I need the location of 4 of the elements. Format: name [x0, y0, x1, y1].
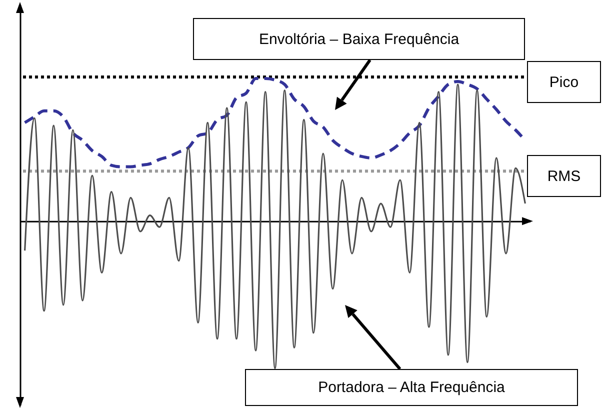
ref-line-label: RMS — [527, 155, 601, 197]
ref-line-label: Pico — [527, 61, 601, 103]
text: Portadora – Alta Frequência — [245, 369, 578, 406]
text: Envoltória – Baixa Frequência — [193, 18, 525, 60]
